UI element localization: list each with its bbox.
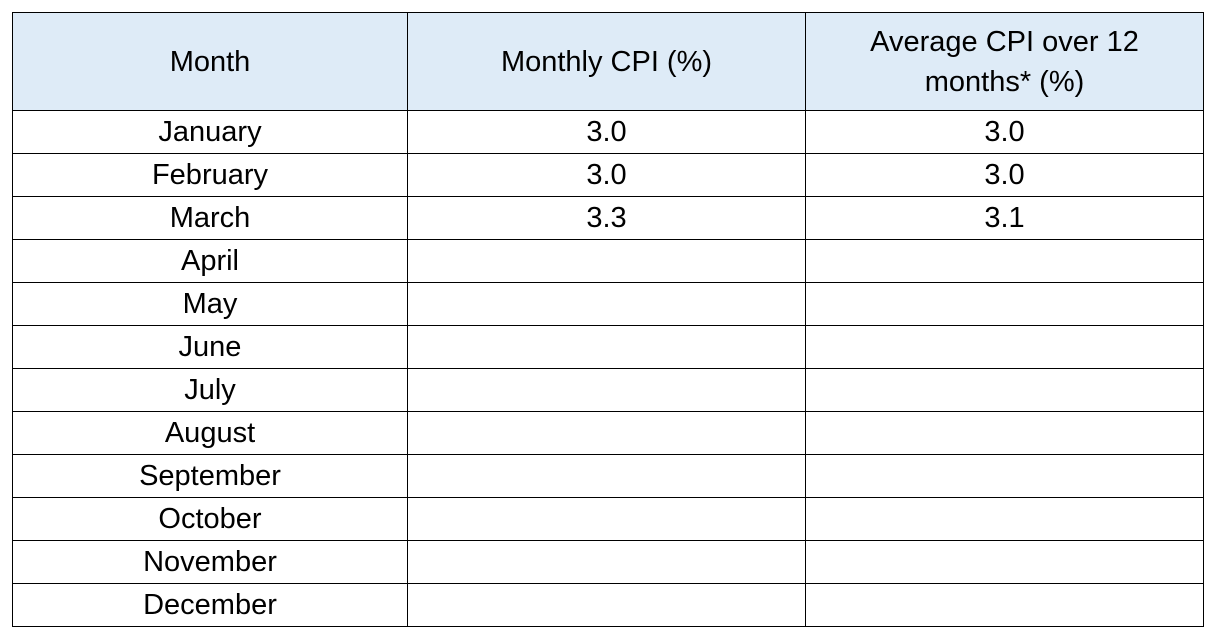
value-cell: 3.0 xyxy=(407,153,806,197)
empty-cell xyxy=(805,325,1204,369)
table-row: May xyxy=(12,282,1204,326)
empty-cell xyxy=(407,454,806,498)
table-row: February 3.0 3.0 xyxy=(12,153,1204,197)
month-cell: June xyxy=(12,325,408,369)
month-cell: April xyxy=(12,239,408,283)
header-row: Month Monthly CPI (%) Average CPI over 12 … xyxy=(12,12,1204,111)
empty-cell xyxy=(407,411,806,455)
empty-cell xyxy=(407,497,806,541)
value-cell: 3.0 xyxy=(805,153,1204,197)
month-cell: July xyxy=(12,368,408,412)
month-cell: October xyxy=(12,497,408,541)
table-row: March 3.3 3.1 xyxy=(12,196,1204,240)
table-row: January 3.0 3.0 xyxy=(12,110,1204,154)
empty-cell xyxy=(407,540,806,584)
month-cell: February xyxy=(12,153,408,197)
month-cell: May xyxy=(12,282,408,326)
empty-cell xyxy=(407,282,806,326)
month-cell: March xyxy=(12,196,408,240)
header-cell: Monthly CPI (%) xyxy=(407,12,806,111)
table-row: August xyxy=(12,411,1204,455)
table-row: September xyxy=(12,454,1204,498)
month-cell: November xyxy=(12,540,408,584)
empty-cell xyxy=(407,239,806,283)
empty-cell xyxy=(805,368,1204,412)
empty-cell xyxy=(805,282,1204,326)
empty-cell xyxy=(407,583,806,627)
table-row: October xyxy=(12,497,1204,541)
table-row: June xyxy=(12,325,1204,369)
value-cell: 3.1 xyxy=(805,196,1204,240)
table-row: April xyxy=(12,239,1204,283)
value-cell: 3.0 xyxy=(407,110,806,154)
empty-cell xyxy=(407,368,806,412)
table-row: July xyxy=(12,368,1204,412)
empty-cell xyxy=(805,454,1204,498)
month-cell: December xyxy=(12,583,408,627)
month-cell: January xyxy=(12,110,408,154)
table-row: December xyxy=(12,583,1204,627)
month-cell: September xyxy=(12,454,408,498)
table-row: November xyxy=(12,540,1204,584)
empty-cell xyxy=(805,239,1204,283)
value-cell: 3.0 xyxy=(805,110,1204,154)
empty-cell xyxy=(407,325,806,369)
empty-cell xyxy=(805,540,1204,584)
header-cell: Average CPI over 12 months* (%) xyxy=(805,12,1204,111)
table-body: January 3.0 3.0 February 3.0 3.0 March 3.3 3.1 Ap… xyxy=(12,110,1204,627)
header-cell: Month xyxy=(12,12,408,111)
cpi-table: Month Monthly CPI (%) Average CPI over 12 … xyxy=(12,12,1204,627)
month-cell: August xyxy=(12,411,408,455)
empty-cell xyxy=(805,497,1204,541)
empty-cell xyxy=(805,411,1204,455)
value-cell: 3.3 xyxy=(407,196,806,240)
empty-cell xyxy=(805,583,1204,627)
